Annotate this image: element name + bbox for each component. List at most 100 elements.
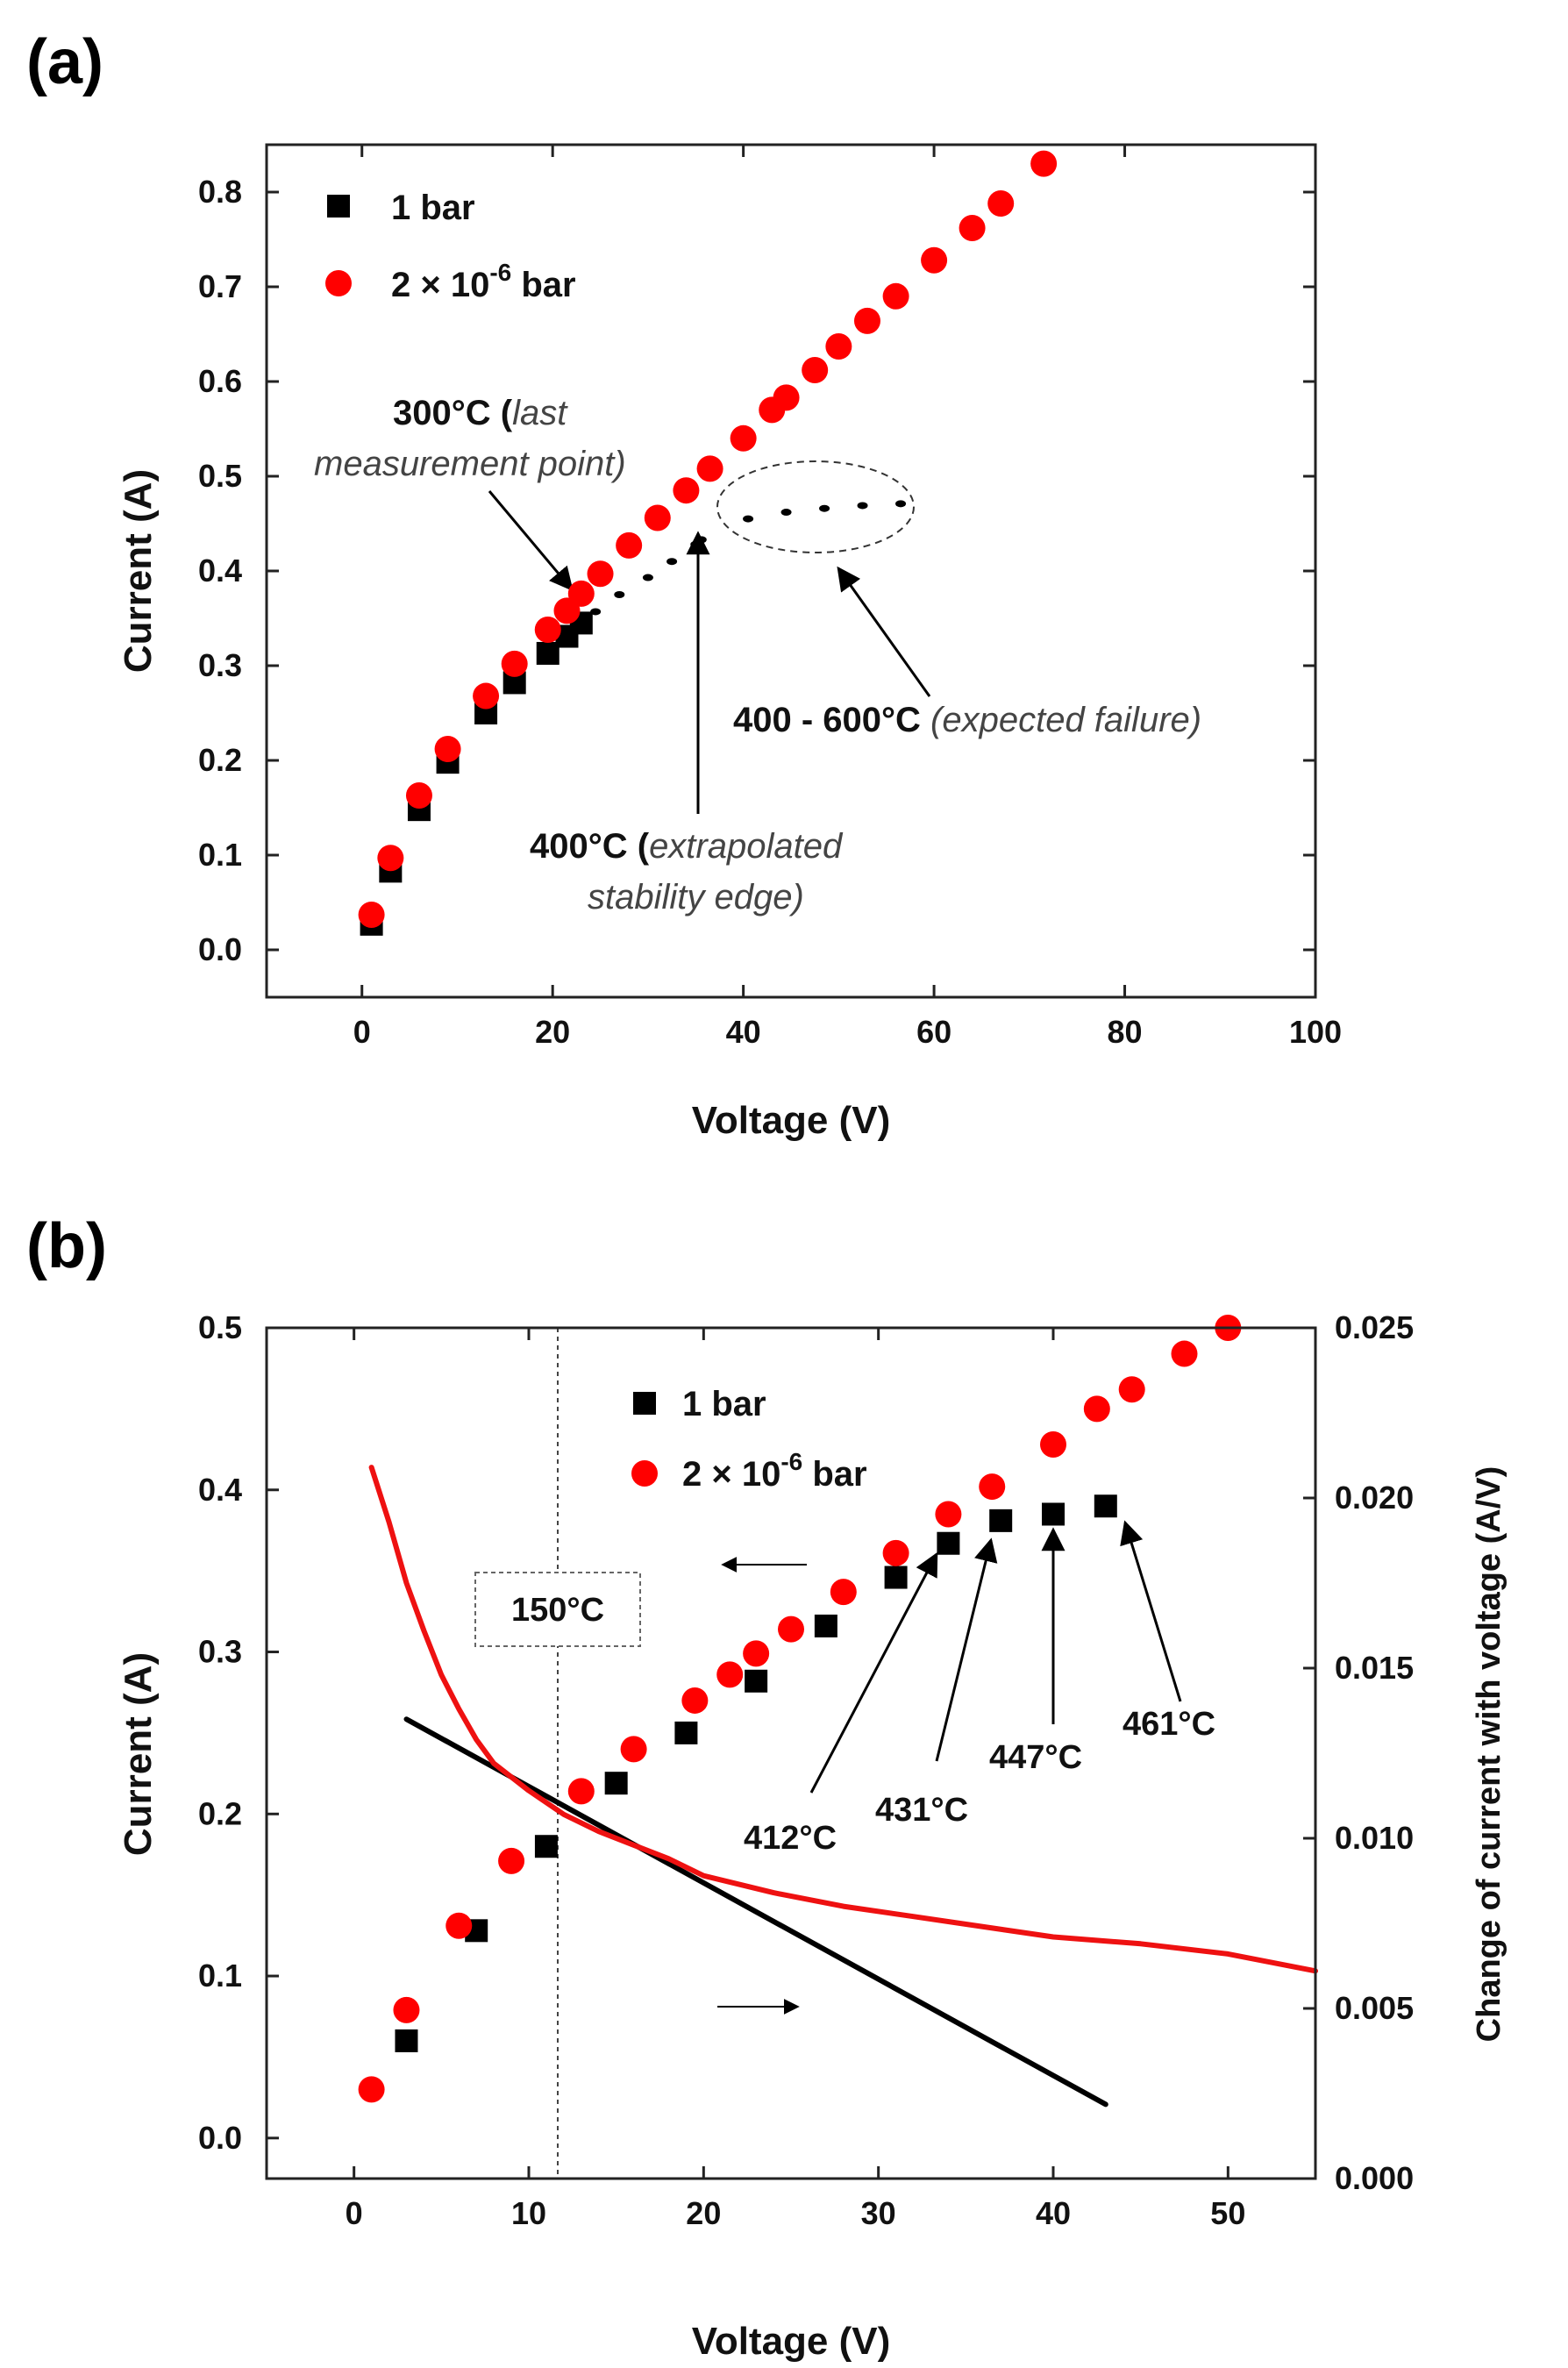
- data-point-square: [604, 1772, 628, 1795]
- panel-a-marks: [358, 150, 1058, 936]
- x-tick-label: 0: [353, 1014, 371, 1050]
- x-tick-label: 40: [726, 1014, 761, 1050]
- extrapolated-dot: [642, 574, 653, 581]
- data-point-circle: [696, 455, 723, 482]
- x-tick-label: 50: [1210, 2195, 1245, 2231]
- data-point-circle: [644, 504, 671, 531]
- data-point-circle: [853, 307, 880, 334]
- y-tick-label: 0.1: [198, 1958, 242, 1994]
- label-431C: 431°C: [875, 1792, 968, 1829]
- data-point-circle: [778, 1616, 804, 1643]
- extrapolated-dot: [614, 591, 625, 598]
- x-tick-label: 30: [861, 2195, 896, 2231]
- data-point-square: [937, 1531, 960, 1555]
- data-point-square: [674, 1721, 698, 1744]
- data-point-circle: [802, 357, 829, 384]
- arrow-461C: [1120, 1520, 1182, 1702]
- y-right-tick-label: 0.015: [1335, 1650, 1414, 1686]
- panel-b-label: (b): [26, 1211, 107, 1281]
- temp-150C-label: 150°C: [511, 1592, 604, 1629]
- extrapolated-dot: [895, 500, 907, 508]
- y-tick-label: 0.1: [198, 837, 242, 873]
- y-right-tick-label: 0.005: [1335, 1990, 1414, 2026]
- data-point-circle: [1040, 1431, 1066, 1459]
- panel-b-legend: 1 bar 2 × 10-6 bar: [631, 1385, 867, 1494]
- panel-b-frame: [265, 1326, 1317, 2180]
- legend-label-1bar: 1 bar: [391, 189, 475, 227]
- label-461C: 461°C: [1123, 1706, 1215, 1743]
- data-point-square: [989, 1509, 1013, 1532]
- x-tick-label: 80: [1108, 1014, 1143, 1050]
- arrow-431C: [935, 1537, 998, 1762]
- panel-a-xlabel: Voltage (V): [692, 1099, 891, 1142]
- y-tick-label: 0.3: [198, 1634, 242, 1670]
- data-point-circle: [1171, 1340, 1198, 1367]
- failure-ellipse: [716, 460, 915, 553]
- panel-b-xlabel: Voltage (V): [692, 2320, 891, 2363]
- panel-b-annotations: 150°C 412°C 431°C 447°C 461°C: [474, 1328, 1215, 2179]
- annotation-300C: 300°C (last: [393, 394, 568, 432]
- y-right-tick-label: 0.000: [1335, 2160, 1414, 2196]
- panel-b-marks: [358, 1315, 1318, 2108]
- y-tick-label: 0.5: [198, 458, 242, 494]
- panel-b-axes: 0 10 20 30 40 50 0.0 0.1 0.2 0.3 0.4 0.5 0.000 0.005 0…: [198, 1309, 1414, 2231]
- arrow-failure: [837, 566, 931, 697]
- x-tick-label: 10: [511, 2195, 546, 2231]
- y-right-tick-label: 0.025: [1335, 1309, 1414, 1345]
- legend-circle-marker: [325, 270, 352, 296]
- legend-label-vacuum: 2 × 10-6 bar: [391, 259, 576, 304]
- y-tick-label: 0.7: [198, 268, 242, 304]
- y-tick-label: 0.0: [198, 931, 242, 967]
- arrow-300C: [488, 490, 574, 592]
- data-point-square: [395, 2029, 418, 2052]
- legend-square-marker: [327, 195, 350, 218]
- y-tick-label: 0.2: [198, 1795, 242, 1831]
- x-tick-label: 60: [916, 1014, 951, 1050]
- y-tick-label: 0.5: [198, 1309, 242, 1345]
- legend-label-1bar: 1 bar: [682, 1385, 766, 1423]
- panel-a-label: (a): [26, 27, 103, 97]
- y-tick-label: 0.2: [198, 742, 242, 778]
- extrapolated-dot: [666, 558, 678, 566]
- data-point-circle: [1118, 1376, 1145, 1403]
- panel-a-frame: [265, 143, 1317, 999]
- data-point-square: [1042, 1502, 1065, 1526]
- data-point-square: [745, 1669, 768, 1693]
- data-point-circle: [921, 246, 948, 274]
- label-412C: 412°C: [744, 1820, 837, 1857]
- x-tick-label: 0: [346, 2195, 363, 2231]
- data-point-circle: [987, 189, 1015, 217]
- data-point-circle: [377, 845, 404, 872]
- data-point-square: [884, 1566, 908, 1589]
- extrapolated-dot: [819, 504, 830, 512]
- data-point-circle: [393, 1996, 420, 2023]
- data-point-circle: [743, 1640, 770, 1667]
- data-point-circle: [434, 736, 461, 763]
- y-tick-label: 0.4: [198, 1472, 242, 1508]
- data-point-circle: [501, 650, 528, 677]
- data-point-circle: [959, 215, 986, 242]
- panel-a-ylabel: Current (A): [117, 469, 160, 673]
- panel-a-legend: 1 bar 2 × 10-6 bar: [325, 189, 576, 304]
- extrapolated-dot: [743, 515, 754, 523]
- label-447C: 447°C: [989, 1739, 1082, 1776]
- annotation-400C-line2: stability edge): [588, 878, 804, 917]
- data-point-circle: [825, 333, 852, 360]
- data-point-circle: [567, 580, 595, 607]
- panel-b-ylabel: Current (A): [117, 1652, 160, 1856]
- extrapolated-dot: [695, 536, 707, 544]
- legend-circle-marker: [631, 1460, 658, 1487]
- extrapolated-dot: [780, 509, 792, 517]
- y-tick-label: 0.8: [198, 174, 242, 210]
- data-point-square: [534, 1835, 558, 1858]
- data-point-circle: [358, 2076, 385, 2103]
- data-point-circle: [498, 1847, 525, 1874]
- data-point-circle: [620, 1736, 647, 1763]
- data-point-circle: [445, 1912, 473, 1939]
- data-point-circle: [405, 781, 432, 809]
- data-point-circle: [979, 1473, 1006, 1501]
- data-point-square: [1094, 1494, 1117, 1518]
- data-point-circle: [587, 560, 614, 588]
- extrapolated-dot: [857, 502, 868, 510]
